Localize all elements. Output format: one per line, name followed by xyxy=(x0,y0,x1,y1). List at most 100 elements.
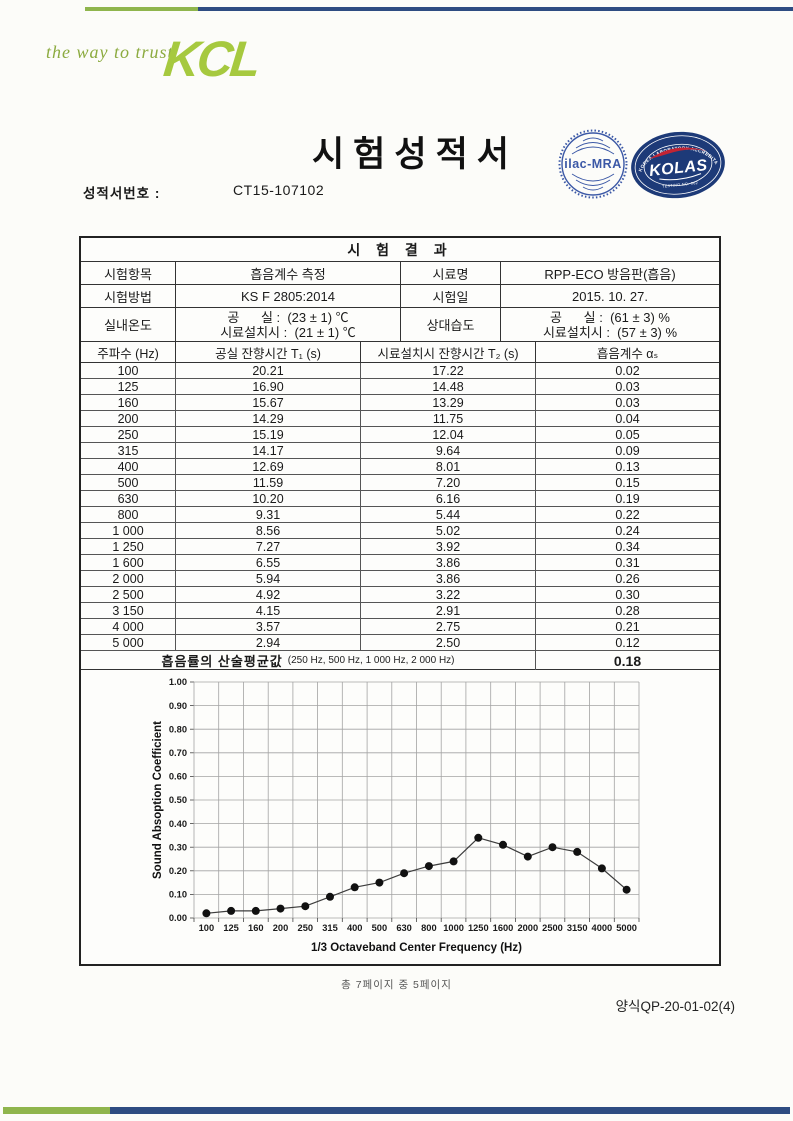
cell-alpha: 0.04 xyxy=(615,411,640,426)
table-row: 5 000 2.94 2.50 0.12 xyxy=(81,635,719,651)
table-row: 160 15.67 13.29 0.03 xyxy=(81,395,719,411)
cell-alpha: 0.09 xyxy=(615,443,640,458)
cell-t2: 9.64 xyxy=(361,443,536,458)
cell-frequency: 4 000 xyxy=(81,619,176,634)
cell-t1: 11.59 xyxy=(176,475,361,490)
kolas-stamp-subtext: TESTING NO. 062 xyxy=(662,181,698,189)
cell-frequency: 500 xyxy=(81,475,176,490)
info-label: 시험일 xyxy=(401,285,501,307)
cell-t1: 5.94 xyxy=(176,571,361,586)
table-row: 125 16.90 14.48 0.03 xyxy=(81,379,719,395)
cell-t1: 9.31 xyxy=(176,507,361,522)
cell-alpha: 0.05 xyxy=(615,427,640,442)
cell-alpha: 0.12 xyxy=(615,635,640,650)
cell-t2: 3.92 xyxy=(361,539,536,554)
results-table: 시 험 결 과 시험항목 흡음계수 측정 시료명 RPP-ECO 방음판(흡음)… xyxy=(79,236,721,966)
x-axis-title: 1/3 Octaveband Center Frequency (Hz) xyxy=(311,942,522,954)
temp-room: 공 실 : (23 ± 1) ℃ xyxy=(227,309,349,325)
cell-t2: 6.16 xyxy=(361,491,536,506)
cell-frequency: 315 xyxy=(81,443,176,458)
cell-frequency: 125 xyxy=(81,379,176,394)
kolas-stamp-icon: KOREA LABORATORY ACCREDITATION SCHEME KO… xyxy=(628,128,725,199)
table-row: 200 14.29 11.75 0.04 xyxy=(81,411,719,427)
info-label: 시험항목 xyxy=(81,262,176,284)
brand-tagline: the way to trust xyxy=(46,42,174,62)
col-header-t1: 공실 잔향시간 T₁ (s) xyxy=(176,342,361,362)
svg-text:630: 630 xyxy=(396,923,412,933)
cell-t1: 12.69 xyxy=(176,459,361,474)
kolas-stamp-name: KOLAS xyxy=(648,157,708,180)
info-label: 상대습도 xyxy=(401,308,501,341)
cell-t1: 8.56 xyxy=(176,523,361,538)
svg-text:1600: 1600 xyxy=(493,923,514,933)
table-row: 3 150 4.15 2.91 0.28 xyxy=(81,603,719,619)
cell-t2: 11.75 xyxy=(361,411,536,426)
cell-frequency: 1 600 xyxy=(81,555,176,570)
table-row: 800 9.31 5.44 0.22 xyxy=(81,507,719,523)
summary-label-cell: 흡음률의 산술평균값 (250 Hz, 500 Hz, 1 000 Hz, 2 … xyxy=(81,651,536,670)
top-bar-green-segment xyxy=(85,7,198,11)
cell-t2: 7.20 xyxy=(361,475,536,490)
cell-frequency: 2 500 xyxy=(81,587,176,602)
col-header-t2: 시료설치시 잔향시간 T₂ (s) xyxy=(361,342,536,362)
table-row: 630 10.20 6.16 0.19 xyxy=(81,491,719,507)
cell-alpha: 0.28 xyxy=(615,603,640,618)
cell-t1: 15.19 xyxy=(176,427,361,442)
svg-text:5000: 5000 xyxy=(616,923,637,933)
cell-frequency: 100 xyxy=(81,363,176,378)
svg-text:1000: 1000 xyxy=(443,923,464,933)
svg-text:315: 315 xyxy=(322,923,338,933)
cell-t1: 14.29 xyxy=(176,411,361,426)
cell-t1: 14.17 xyxy=(176,443,361,458)
ilac-mra-stamp-icon: ilac-MRA xyxy=(558,129,628,199)
cell-frequency: 400 xyxy=(81,459,176,474)
bottom-bar-navy-segment xyxy=(110,1107,790,1114)
cell-alpha: 0.30 xyxy=(615,587,640,602)
cell-alpha: 0.15 xyxy=(615,475,640,490)
col-header-alpha: 흡음계수 αₛ xyxy=(596,346,659,361)
svg-text:0.60: 0.60 xyxy=(169,772,187,782)
cell-t1: 6.55 xyxy=(176,555,361,570)
table-row: 1 000 8.56 5.02 0.24 xyxy=(81,523,719,539)
svg-text:1250: 1250 xyxy=(468,923,489,933)
cell-frequency: 5 000 xyxy=(81,635,176,650)
cell-t1: 20.21 xyxy=(176,363,361,378)
cell-frequency: 1 250 xyxy=(81,539,176,554)
info-value: KS F 2805:2014 xyxy=(176,285,401,307)
report-number-value: CT15-107102 xyxy=(233,182,325,198)
report-number-label: 성적서번호 : xyxy=(83,186,161,201)
info-row-conditions: 실내온도 공 실 : (23 ± 1) ℃ 시료설치시 : (21 ± 1) ℃… xyxy=(81,308,719,342)
info-value: 공 실 : (61 ± 3) % 시료설치시 : (57 ± 3) % xyxy=(501,308,719,341)
svg-text:0.10: 0.10 xyxy=(169,890,187,900)
cell-t2: 12.04 xyxy=(361,427,536,442)
info-label: 실내온도 xyxy=(81,308,176,341)
cell-frequency: 250 xyxy=(81,427,176,442)
svg-text:0.70: 0.70 xyxy=(169,748,187,758)
info-row-item: 시험항목 흡음계수 측정 시료명 RPP-ECO 방음판(흡음) xyxy=(81,262,719,285)
bottom-bar-green-segment xyxy=(3,1107,110,1114)
cell-alpha: 0.21 xyxy=(615,619,640,634)
cell-t2: 2.91 xyxy=(361,603,536,618)
svg-text:200: 200 xyxy=(273,923,289,933)
table-row: 100 20.21 17.22 0.02 xyxy=(81,363,719,379)
frequency-table-header: 주파수 (Hz) 공실 잔향시간 T₁ (s) 시료설치시 잔향시간 T₂ (s… xyxy=(81,342,719,363)
svg-text:2000: 2000 xyxy=(517,923,538,933)
svg-text:0.50: 0.50 xyxy=(169,795,187,805)
absorption-chart: 0.00 0.10 0.20 0.30 0.40 0.50 0.60 0.70 0.80 0.90… xyxy=(81,670,719,966)
cell-alpha: 0.24 xyxy=(615,523,640,538)
table-row: 400 12.69 8.01 0.13 xyxy=(81,459,719,475)
svg-text:4000: 4000 xyxy=(592,923,613,933)
svg-text:0.80: 0.80 xyxy=(169,724,187,734)
ilac-mra-stamp-text: ilac-MRA xyxy=(564,157,621,171)
cell-t1: 7.27 xyxy=(176,539,361,554)
cell-t2: 8.01 xyxy=(361,459,536,474)
page-count-text: 총 7페이지 중 5페이지 xyxy=(341,979,452,991)
table-row: 2 000 5.94 3.86 0.26 xyxy=(81,571,719,587)
cell-alpha: 0.13 xyxy=(615,459,640,474)
cell-frequency: 800 xyxy=(81,507,176,522)
y-axis-title: Sound Absoption Coefficient xyxy=(152,721,164,879)
report-number-row: 성적서번호 : CT15-107102 xyxy=(83,182,324,202)
cell-alpha: 0.03 xyxy=(615,379,640,394)
svg-text:3150: 3150 xyxy=(567,923,588,933)
